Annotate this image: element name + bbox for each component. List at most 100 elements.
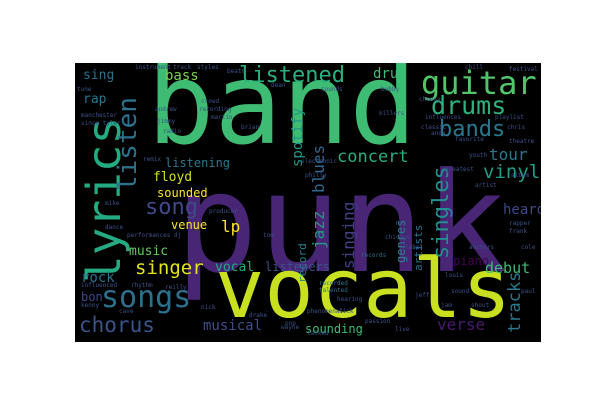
word-vocals: vocals (215, 242, 512, 337)
word-album: album (511, 172, 530, 179)
word-favorite: favorite (455, 136, 484, 143)
word-rhythm: rhythm (131, 282, 153, 289)
word-rap: rap (83, 92, 107, 107)
word-influences: influences (425, 114, 462, 121)
word-musical: musical (203, 318, 263, 334)
word-styles: styles (197, 64, 219, 71)
word-remix: remix (143, 156, 162, 163)
word-jeff: jeff (415, 292, 430, 299)
word-singles: singles (429, 166, 454, 259)
word-tune: tune (77, 86, 92, 93)
word-hearing: hearing (337, 296, 363, 303)
word-louis: louis (445, 272, 464, 279)
word-live: live (395, 326, 410, 333)
word-anchors: anchors (469, 244, 495, 251)
word-sounded: sounded (157, 186, 208, 200)
word-chicago: chicago (385, 234, 411, 241)
word-youth: youth (469, 152, 488, 159)
word-singer: singer (135, 257, 204, 279)
word-sound: sound (451, 288, 470, 295)
word-bands: bands (439, 117, 506, 142)
word-chorus: chorus (79, 313, 155, 337)
word-cave: cave (119, 308, 134, 315)
word-instrument: instrument (135, 64, 172, 71)
word-drake: drake (249, 312, 268, 319)
word-music: music (129, 244, 169, 259)
word-band: band (147, 63, 417, 170)
word-cheesy: cheesy (419, 96, 441, 103)
word-wayne: wayne (281, 324, 300, 331)
word-cole: cole (521, 244, 536, 251)
word-floyd: floyd (153, 170, 193, 185)
word-tom: tom (263, 232, 274, 239)
word-tour: tour (489, 145, 528, 164)
word-jam: jam (441, 302, 452, 309)
word-playlist: playlist (495, 114, 524, 121)
word-vinyl: vinyl (483, 161, 541, 183)
word-rapper: rapper (509, 220, 531, 227)
word-producer: producer (209, 208, 238, 215)
word-killers: killers (379, 110, 405, 117)
word-influenced: influenced (81, 282, 118, 289)
word-jimmy: jimmy (157, 118, 176, 125)
word-theatre: theatre (509, 138, 535, 145)
word-listening: listening (165, 156, 231, 170)
word-sick: sick (339, 308, 354, 315)
word-paul: paul (521, 288, 536, 295)
word-piano: piano (453, 254, 490, 268)
word-guitar: guitar (421, 64, 537, 102)
word-brian: brian (241, 124, 260, 131)
word-martin: martin (211, 114, 233, 121)
word-rad: rad (395, 220, 406, 227)
word-concert: concert (337, 147, 409, 167)
word-singing: singing (339, 201, 358, 269)
word-manchester: manchester (81, 112, 118, 119)
word-venue: venue (171, 218, 208, 232)
word-classic: classic (421, 124, 447, 131)
word-radio: radio (163, 128, 182, 135)
word-bass: bass (165, 68, 199, 84)
word-dance: dance (105, 224, 124, 231)
word-listeners: listeners (265, 260, 331, 274)
word-listened: listened (239, 63, 345, 88)
word-kenny: kenny (81, 302, 100, 309)
word-song: song (145, 195, 198, 220)
word-sing: sing (83, 68, 115, 83)
word-performances: performances dj (127, 232, 182, 239)
word-chill: chill (465, 64, 484, 71)
word-talked: talked (307, 330, 329, 337)
word-reilly: reilly (165, 284, 187, 291)
word-bobby: bobby (381, 86, 400, 93)
word-sounding: sounding (305, 322, 363, 336)
word-blues: blues (309, 144, 328, 193)
word-songs: songs (101, 280, 192, 315)
word-record: record (296, 243, 309, 283)
word-drums: drums (431, 91, 507, 120)
word-festival: festival (509, 66, 538, 73)
word-vocal: vocal (215, 260, 255, 275)
word-nick: nick (201, 304, 216, 311)
word-debut: debut (485, 259, 531, 277)
word-andrew: andrew (155, 106, 177, 113)
word-sounds: sounds (321, 86, 343, 93)
word-punk: punk (175, 143, 508, 304)
word-dean: dean (271, 82, 286, 89)
word-listen: listen (113, 97, 143, 191)
word-recording: recording (199, 106, 232, 113)
word-track: track (173, 64, 192, 71)
word-vince-tyler: vince tyler (81, 120, 121, 127)
word-lp: lp (221, 217, 241, 236)
word-bon: bon (81, 290, 103, 304)
word-recorded: recorded (319, 280, 348, 287)
word-phenomenal: phenomenal (307, 308, 344, 315)
word-greatest: greatest (445, 166, 474, 173)
word-beats: beats (227, 68, 246, 75)
word-talented: talented (319, 287, 348, 294)
word-artist: artist (475, 182, 497, 189)
word-rock: rock (81, 270, 115, 286)
word-crowd: crowd (201, 98, 220, 105)
word-heard: heard (503, 202, 541, 218)
word-cloud: band punk vocals lyrics songs guitar dru… (75, 63, 541, 342)
word-label: label (405, 244, 424, 251)
